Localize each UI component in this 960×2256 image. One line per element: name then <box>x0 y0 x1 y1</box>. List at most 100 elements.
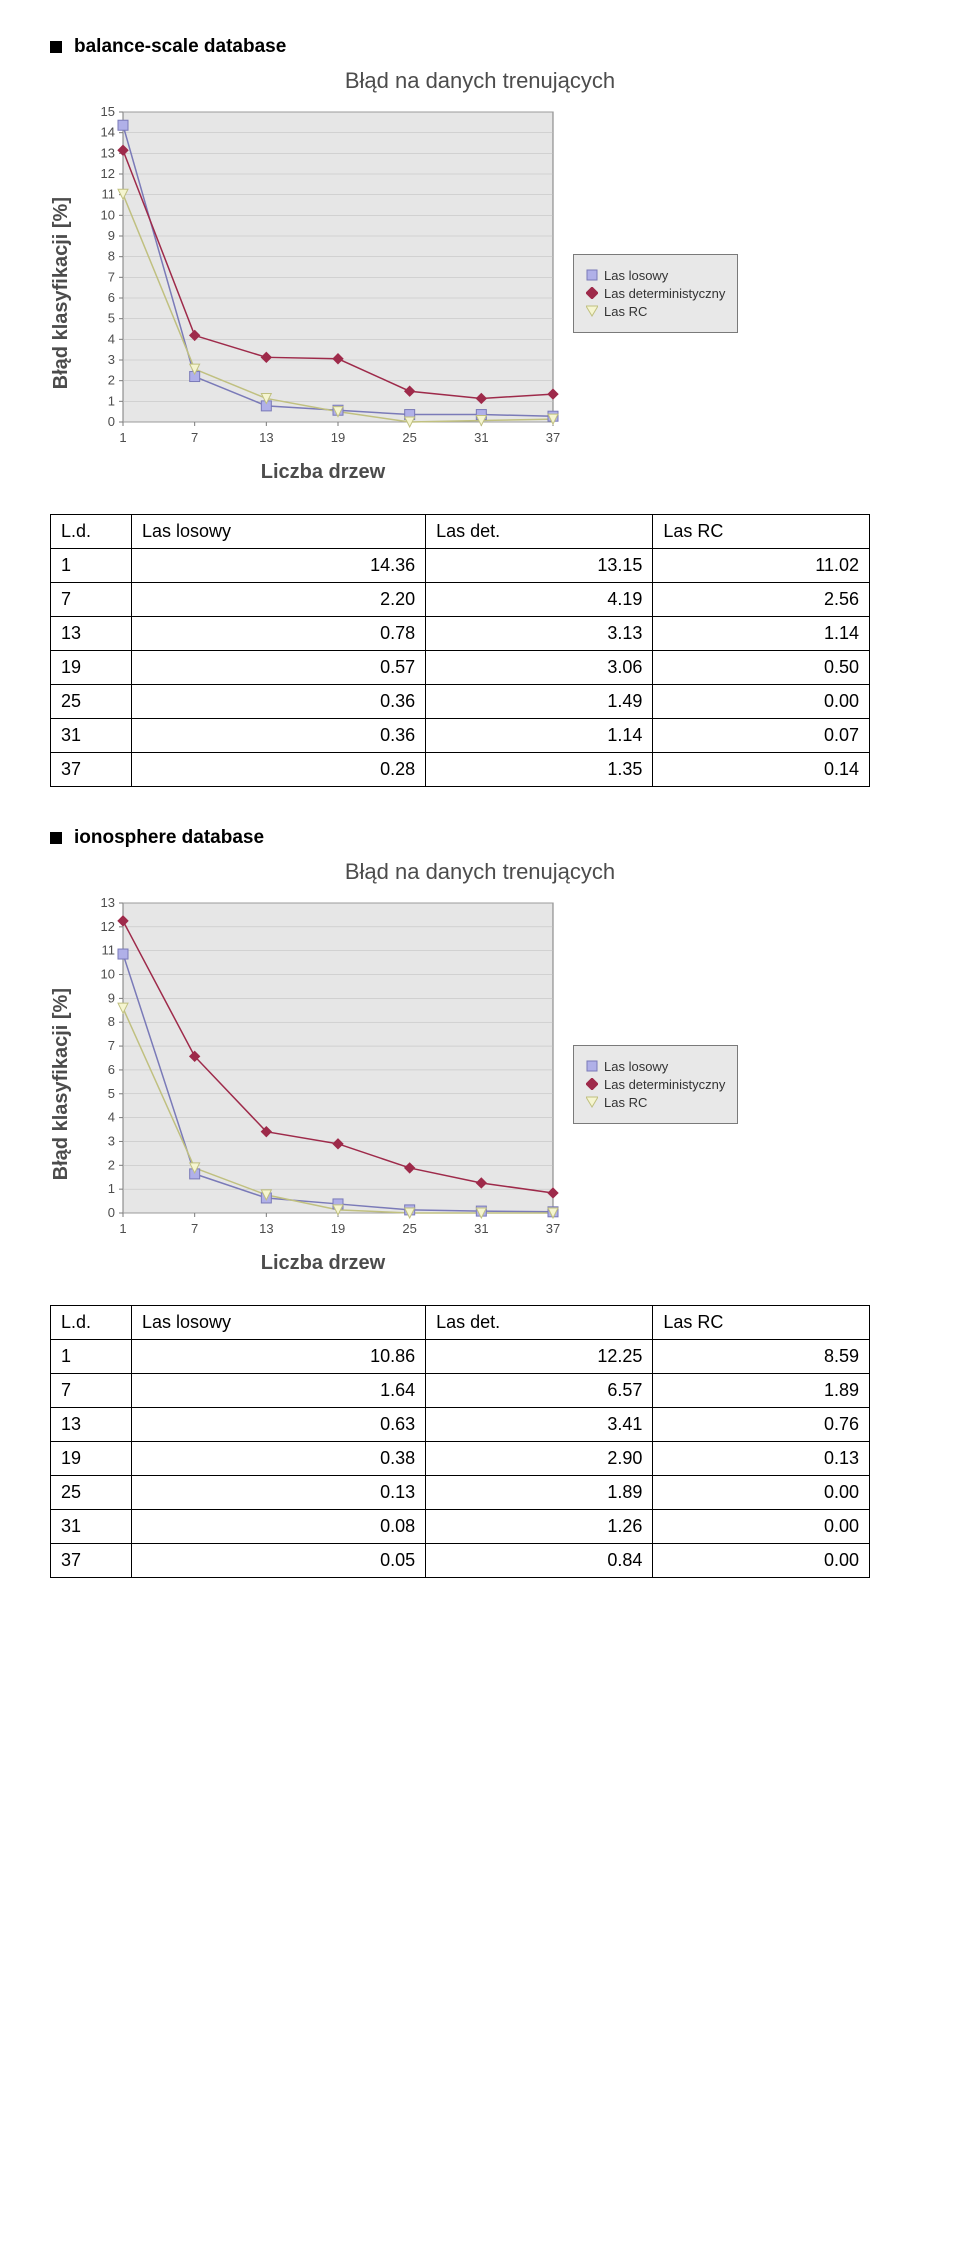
legend-marker-icon <box>586 1096 598 1108</box>
svg-text:37: 37 <box>546 430 560 445</box>
chart-xlabel-2: Liczba drzew <box>83 1252 563 1275</box>
table-cell: 0.08 <box>132 1510 426 1544</box>
table-row: 114.3613.1511.02 <box>51 549 870 583</box>
table-cell: 37 <box>51 753 132 787</box>
table-cell: 0.76 <box>653 1408 870 1442</box>
table-cell: 19 <box>51 651 132 685</box>
table-header: Las det. <box>426 1306 653 1340</box>
table-cell: 25 <box>51 685 132 719</box>
svg-text:12: 12 <box>101 919 115 934</box>
svg-text:1: 1 <box>108 1181 115 1196</box>
svg-text:6: 6 <box>108 1062 115 1077</box>
table-cell: 3.41 <box>426 1408 653 1442</box>
table-cell: 1 <box>51 549 132 583</box>
svg-text:5: 5 <box>108 1086 115 1101</box>
table-cell: 0.00 <box>653 1544 870 1578</box>
table-row: 250.361.490.00 <box>51 685 870 719</box>
table-cell: 31 <box>51 1510 132 1544</box>
svg-text:13: 13 <box>101 895 115 910</box>
table-cell: 0.36 <box>132 685 426 719</box>
table-cell: 37 <box>51 1544 132 1578</box>
bullet-icon <box>50 41 62 53</box>
svg-text:13: 13 <box>259 430 273 445</box>
table-cell: 0.14 <box>653 753 870 787</box>
table-cell: 13 <box>51 617 132 651</box>
svg-text:13: 13 <box>101 145 115 160</box>
chart-xlabel-1: Liczba drzew <box>83 461 563 484</box>
table-cell: 0.05 <box>132 1544 426 1578</box>
svg-text:31: 31 <box>474 1221 488 1236</box>
table-cell: 8.59 <box>653 1340 870 1374</box>
table-cell: 14.36 <box>132 549 426 583</box>
table-cell: 2.20 <box>132 583 426 617</box>
section-heading-2: ionosphere database <box>50 827 910 849</box>
table-cell: 31 <box>51 719 132 753</box>
table-header: Las losowy <box>132 515 426 549</box>
svg-text:3: 3 <box>108 1133 115 1148</box>
table-row: 71.646.571.89 <box>51 1374 870 1408</box>
chart-block-2: Błąd na danych trenujących Błąd klasyfik… <box>50 859 910 1275</box>
table-cell: 10.86 <box>132 1340 426 1374</box>
table-cell: 1.89 <box>426 1476 653 1510</box>
table-cell: 0.00 <box>653 685 870 719</box>
svg-text:11: 11 <box>102 943 116 958</box>
chart-ylabel-1: Błąd klasyfikacji [%] <box>50 197 73 389</box>
data-table-2: L.d.Las losowyLas det.Las RC110.8612.258… <box>50 1305 870 1578</box>
chart-block-1: Błąd na danych trenujących Błąd klasyfik… <box>50 68 910 484</box>
chart-title-2: Błąd na danych trenujących <box>50 859 910 885</box>
table-row: 110.8612.258.59 <box>51 1340 870 1374</box>
table-header: L.d. <box>51 1306 132 1340</box>
svg-text:13: 13 <box>259 1221 273 1236</box>
table-header: Las det. <box>426 515 653 549</box>
table-cell: 1.89 <box>653 1374 870 1408</box>
svg-text:19: 19 <box>331 1221 345 1236</box>
table-row: 370.281.350.14 <box>51 753 870 787</box>
svg-text:2: 2 <box>108 373 115 388</box>
table-row: 370.050.840.00 <box>51 1544 870 1578</box>
table-cell: 2.90 <box>426 1442 653 1476</box>
svg-text:25: 25 <box>402 1221 416 1236</box>
table-cell: 0.57 <box>132 651 426 685</box>
table-cell: 4.19 <box>426 583 653 617</box>
svg-text:14: 14 <box>101 125 115 140</box>
table-cell: 0.36 <box>132 719 426 753</box>
chart-legend-1: Las losowy Las deterministyczny Las RC <box>573 254 738 333</box>
legend-label: Las deterministyczny <box>604 286 725 301</box>
svg-text:1: 1 <box>119 1221 126 1236</box>
table-cell: 2.56 <box>653 583 870 617</box>
legend-item: Las deterministyczny <box>586 1077 725 1092</box>
svg-text:7: 7 <box>108 1038 115 1053</box>
table-cell: 0.07 <box>653 719 870 753</box>
svg-text:1: 1 <box>108 393 115 408</box>
svg-text:2: 2 <box>108 1157 115 1172</box>
table-cell: 19 <box>51 1442 132 1476</box>
svg-text:15: 15 <box>101 104 115 119</box>
svg-text:31: 31 <box>474 430 488 445</box>
table-cell: 3.06 <box>426 651 653 685</box>
table-cell: 3.13 <box>426 617 653 651</box>
data-table-1: L.d.Las losowyLas det.Las RC114.3613.151… <box>50 514 870 787</box>
table-cell: 11.02 <box>653 549 870 583</box>
svg-text:8: 8 <box>108 249 115 264</box>
table-cell: 6.57 <box>426 1374 653 1408</box>
legend-item: Las deterministyczny <box>586 286 725 301</box>
table-cell: 0.78 <box>132 617 426 651</box>
table-cell: 1.26 <box>426 1510 653 1544</box>
svg-text:37: 37 <box>546 1221 560 1236</box>
table-cell: 0.00 <box>653 1476 870 1510</box>
table-row: 250.131.890.00 <box>51 1476 870 1510</box>
table-cell: 0.63 <box>132 1408 426 1442</box>
chart-title-1: Błąd na danych trenujących <box>50 68 910 94</box>
svg-text:1: 1 <box>119 430 126 445</box>
legend-marker-icon <box>586 1060 598 1072</box>
table-cell: 1.49 <box>426 685 653 719</box>
table-cell: 0.28 <box>132 753 426 787</box>
legend-marker-icon <box>586 1078 598 1090</box>
table-cell: 1.35 <box>426 753 653 787</box>
legend-item: Las RC <box>586 304 725 319</box>
legend-item: Las losowy <box>586 268 725 283</box>
svg-text:3: 3 <box>108 352 115 367</box>
chart-svg-2: 012345678910111213171319253137 Liczba dr… <box>83 893 563 1275</box>
heading-text-1: balance-scale database <box>74 36 286 58</box>
svg-text:7: 7 <box>108 269 115 284</box>
